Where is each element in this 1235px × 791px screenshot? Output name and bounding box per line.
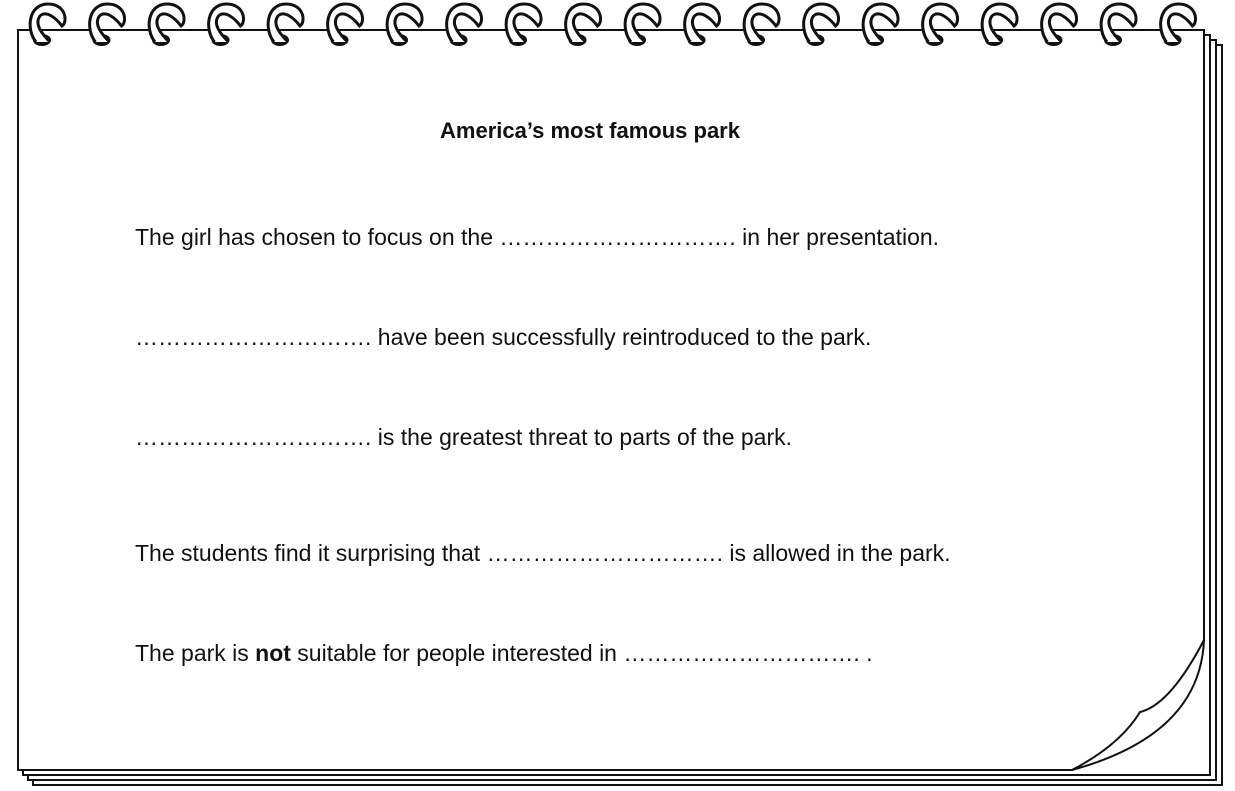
blank: …………………………. <box>135 324 378 350</box>
sentence: The park is not suitable for people inte… <box>135 640 873 667</box>
text: is the greatest threat to parts of the p… <box>378 424 792 450</box>
emphasis: not <box>255 640 291 666</box>
blank: …………………………. <box>499 224 742 250</box>
text: The students find it surprising that <box>135 540 487 566</box>
text: is allowed in the park. <box>729 540 950 566</box>
title: America’s most famous park <box>0 118 1180 144</box>
sentence: …………………………. is the greatest threat to pa… <box>135 424 792 451</box>
text: suitable for people interested in <box>291 640 623 666</box>
sentence: The students find it surprising that ………… <box>135 540 951 567</box>
text: The park is <box>135 640 255 666</box>
sentence: …………………………. have been successfully reint… <box>135 324 871 351</box>
text: in her presentation. <box>742 224 939 250</box>
sentence: The girl has chosen to focus on the …………… <box>135 224 939 251</box>
text: . <box>866 640 872 666</box>
text: have been successfully reintroduced to t… <box>378 324 872 350</box>
blank: …………………………. <box>135 424 378 450</box>
worksheet: America’s most famous park The girl has … <box>0 0 1235 791</box>
blank: …………………………. <box>487 540 730 566</box>
text: The girl has chosen to focus on the <box>135 224 499 250</box>
blank: …………………………. <box>623 640 866 666</box>
